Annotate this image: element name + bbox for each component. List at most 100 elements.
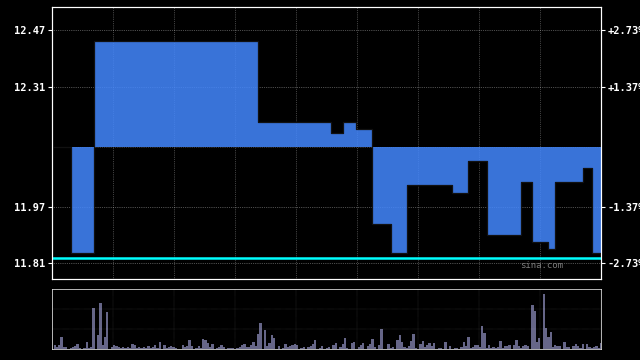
Bar: [360, 345, 362, 349]
Bar: [294, 344, 296, 349]
Bar: [312, 344, 314, 349]
Bar: [136, 348, 138, 349]
Bar: [86, 342, 88, 349]
Bar: [156, 347, 159, 349]
Bar: [492, 347, 495, 349]
Bar: [415, 348, 417, 349]
Bar: [243, 344, 246, 349]
Bar: [522, 346, 524, 349]
Bar: [248, 347, 250, 349]
Bar: [97, 335, 99, 349]
Bar: [246, 347, 248, 349]
Bar: [508, 345, 511, 349]
Bar: [218, 347, 220, 349]
Bar: [588, 347, 591, 349]
Bar: [58, 345, 60, 349]
Bar: [104, 337, 106, 349]
Bar: [495, 348, 497, 349]
Bar: [410, 341, 412, 349]
Bar: [465, 346, 467, 349]
Text: sina.com: sina.com: [520, 261, 563, 270]
Bar: [319, 348, 321, 349]
Bar: [355, 348, 358, 349]
Bar: [284, 344, 287, 349]
Bar: [371, 339, 374, 349]
Bar: [140, 348, 143, 349]
Bar: [250, 345, 252, 349]
Bar: [351, 343, 353, 349]
Bar: [184, 347, 186, 349]
Bar: [419, 344, 422, 349]
Bar: [182, 345, 184, 349]
Bar: [433, 343, 435, 349]
Bar: [490, 348, 492, 349]
Bar: [127, 347, 129, 349]
Bar: [268, 343, 271, 349]
Bar: [399, 334, 401, 349]
Bar: [486, 348, 488, 349]
Bar: [204, 340, 207, 349]
Bar: [172, 347, 175, 349]
Bar: [431, 346, 433, 349]
Bar: [408, 346, 410, 349]
Bar: [79, 348, 81, 349]
Bar: [65, 347, 67, 349]
Bar: [118, 347, 120, 349]
Bar: [83, 348, 86, 349]
Bar: [307, 347, 310, 349]
Bar: [545, 328, 547, 349]
Bar: [358, 347, 360, 349]
Bar: [424, 347, 426, 349]
Bar: [330, 348, 332, 349]
Bar: [220, 345, 223, 349]
Bar: [550, 332, 552, 349]
Bar: [586, 344, 588, 349]
Bar: [266, 346, 268, 349]
Bar: [282, 348, 284, 349]
Bar: [534, 311, 536, 349]
Bar: [124, 348, 127, 349]
Bar: [339, 347, 342, 349]
Bar: [278, 346, 280, 349]
Bar: [387, 344, 390, 349]
Bar: [476, 345, 479, 349]
Bar: [291, 345, 294, 349]
Bar: [106, 312, 108, 349]
Bar: [154, 345, 156, 349]
Bar: [115, 346, 118, 349]
Bar: [90, 347, 92, 349]
Bar: [239, 347, 241, 349]
Bar: [273, 338, 275, 349]
Bar: [216, 348, 218, 349]
Bar: [195, 348, 198, 349]
Bar: [520, 348, 522, 349]
Bar: [54, 345, 56, 349]
Bar: [440, 348, 442, 349]
Bar: [102, 345, 104, 349]
Bar: [472, 347, 474, 349]
Bar: [481, 326, 483, 349]
Bar: [536, 342, 538, 349]
Bar: [502, 348, 504, 349]
Bar: [353, 342, 355, 349]
Bar: [303, 347, 305, 349]
Bar: [518, 346, 520, 349]
Bar: [348, 348, 351, 349]
Bar: [296, 345, 298, 349]
Bar: [143, 347, 145, 349]
Bar: [396, 340, 399, 349]
Bar: [572, 346, 575, 349]
Bar: [88, 348, 90, 349]
Bar: [595, 346, 598, 349]
Bar: [131, 343, 134, 349]
Bar: [232, 348, 234, 349]
Bar: [113, 345, 115, 349]
Bar: [175, 347, 177, 349]
Bar: [72, 347, 74, 349]
Bar: [202, 339, 204, 349]
Bar: [454, 348, 456, 349]
Bar: [543, 294, 545, 349]
Bar: [257, 334, 259, 349]
Bar: [474, 345, 476, 349]
Bar: [369, 344, 371, 349]
